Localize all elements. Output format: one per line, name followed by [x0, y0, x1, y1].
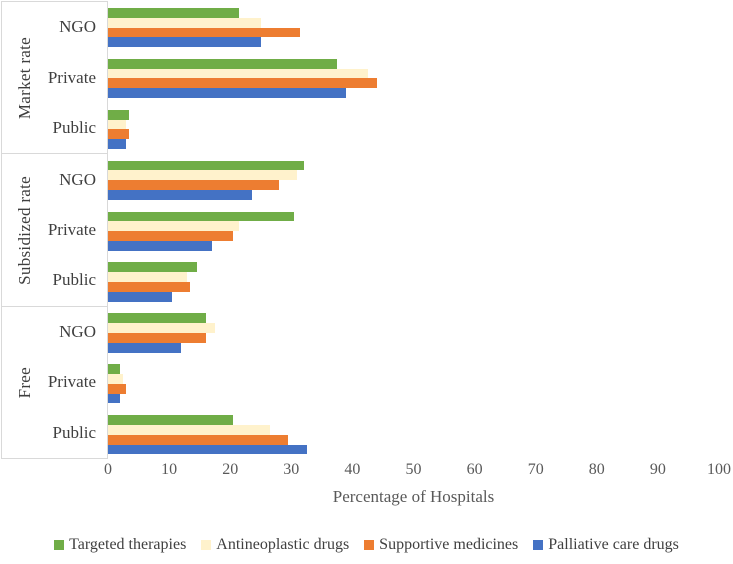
plot-area [108, 1, 719, 459]
legend-swatch [533, 540, 544, 550]
bar-targeted-therapies [108, 109, 130, 120]
legend-swatch [364, 540, 375, 550]
bar-antineoplastic-drugs [108, 68, 368, 79]
group-label: Market rate [14, 36, 34, 119]
bar-targeted-therapies [108, 211, 295, 222]
bar-group-row [108, 205, 719, 256]
category-axis-box: Market rate NGO Private Public Subsidized ra… [1, 1, 107, 459]
bar-antineoplastic-drugs [108, 17, 261, 28]
bar-supportive-medicines [108, 332, 206, 343]
bar-group-row [108, 1, 719, 52]
group-label: Free [14, 366, 34, 399]
legend-label: Palliative care drugs [548, 536, 679, 553]
x-tick-label: 100 [707, 461, 731, 478]
x-tick-label: 70 [527, 461, 544, 478]
bar-targeted-therapies [108, 415, 234, 425]
bar-antineoplastic-drugs [108, 374, 124, 384]
bar-palliative-care-drugs [108, 37, 261, 48]
category-label-column: NGO Private Public [48, 2, 107, 153]
category-label: Private [47, 372, 96, 392]
bar-supportive-medicines [108, 282, 191, 292]
legend: Targeted therapies Antineoplastic drugs Su… [0, 536, 733, 554]
bar-supportive-medicines [108, 383, 127, 394]
bar-palliative-care-drugs [108, 190, 252, 200]
bar-palliative-care-drugs [108, 444, 307, 455]
bar-group-row [108, 408, 719, 459]
legend-swatch [54, 540, 65, 550]
legend-label: Targeted therapies [69, 536, 187, 553]
bar-palliative-care-drugs [108, 291, 173, 302]
axis-group-2: Subsidized rate NGO Private Public [2, 154, 107, 307]
bar-group-row [108, 103, 719, 154]
legend-swatch [201, 540, 212, 550]
y-axis-line [107, 1, 108, 459]
bar-antineoplastic-drugs [108, 272, 188, 283]
bar-palliative-care-drugs [108, 139, 127, 149]
x-tick-label: 30 [283, 461, 300, 478]
group-label: Subsidized rate [14, 175, 34, 285]
category-label-column: NGO Private Public [48, 307, 107, 458]
category-label: NGO [59, 169, 96, 189]
category-label-column: NGO Private Public [48, 154, 107, 305]
x-tick-label: 50 [405, 461, 422, 478]
bar-targeted-therapies [108, 313, 206, 324]
bar-targeted-therapies [108, 262, 197, 273]
bar-supportive-medicines [108, 231, 234, 241]
bar-targeted-therapies [108, 160, 304, 171]
category-label: Public [52, 270, 96, 290]
legend-label: Supportive medicines [379, 536, 519, 553]
x-tick-label: 80 [588, 461, 605, 478]
bar-supportive-medicines [108, 78, 377, 89]
bar-supportive-medicines [108, 434, 289, 445]
x-tick-label: 60 [466, 461, 483, 478]
bar-supportive-medicines [108, 27, 301, 38]
axis-group-3: Free NGO Private Public [2, 307, 107, 458]
category-label: NGO [59, 17, 96, 37]
bar-group-row [108, 306, 719, 357]
bar-supportive-medicines [108, 180, 280, 191]
bar-antineoplastic-drugs [108, 119, 127, 130]
bar-palliative-care-drugs [108, 393, 121, 404]
x-tick-label: 90 [649, 461, 666, 478]
x-tick-label: 0 [104, 461, 112, 478]
bar-palliative-care-drugs [108, 240, 212, 251]
category-label: Private [47, 219, 96, 239]
legend-item: Targeted therapies [54, 536, 186, 554]
bar-group-row [108, 357, 719, 408]
x-tick-label: 40 [344, 461, 361, 478]
legend-item: Antineoplastic drugs [201, 536, 349, 554]
bar-group-row [108, 52, 719, 103]
bar-supportive-medicines [108, 129, 130, 140]
bar-targeted-therapies [108, 364, 121, 375]
bar-antineoplastic-drugs [108, 221, 240, 232]
bar-palliative-care-drugs [108, 342, 182, 353]
category-label: Public [52, 118, 96, 138]
legend-label: Antineoplastic drugs [216, 536, 350, 553]
bar-targeted-therapies [108, 58, 338, 69]
category-label: NGO [59, 321, 96, 341]
axis-group-1: Market rate NGO Private Public [2, 2, 107, 155]
bar-group-row [108, 255, 719, 306]
category-label: Public [52, 422, 96, 442]
group-label-column: Subsidized rate [2, 154, 48, 305]
legend-item: Supportive medicines [364, 536, 518, 554]
x-axis-title: Percentage of Hospitals [332, 487, 495, 506]
group-label-column: Market rate [2, 2, 48, 153]
bar-antineoplastic-drugs [108, 424, 270, 435]
bar-palliative-care-drugs [108, 88, 347, 99]
bar-antineoplastic-drugs [108, 323, 215, 333]
bar-antineoplastic-drugs [108, 170, 298, 181]
bar-group-row [108, 154, 719, 205]
category-label: Private [47, 67, 96, 87]
x-tick-label: 10 [161, 461, 178, 478]
x-tick-label: 20 [222, 461, 239, 478]
group-label-column: Free [2, 307, 48, 458]
legend-item: Palliative care drugs [533, 536, 679, 554]
bar-targeted-therapies [108, 8, 240, 18]
